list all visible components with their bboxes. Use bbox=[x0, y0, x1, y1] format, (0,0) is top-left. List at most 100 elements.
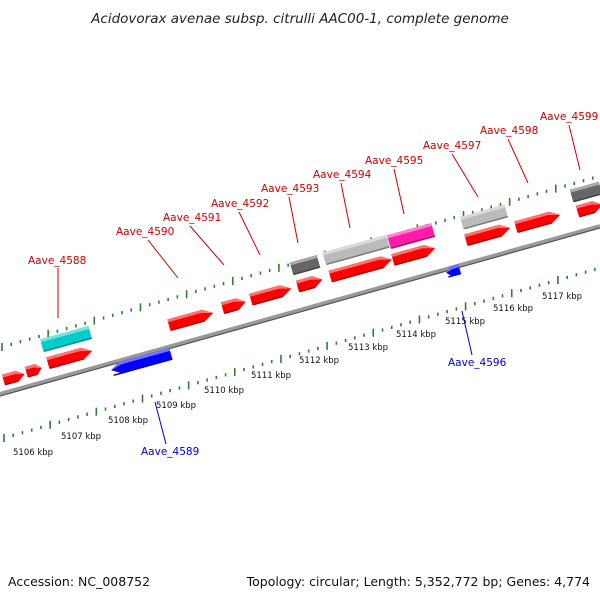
feature-box bbox=[460, 204, 508, 230]
scale-label: 5112 kbp bbox=[299, 356, 339, 366]
feature-body bbox=[460, 204, 508, 230]
gene-label-forward: Aave_4592 bbox=[211, 198, 269, 210]
feature-body bbox=[46, 347, 93, 369]
leader-line bbox=[238, 211, 261, 256]
feature-body bbox=[167, 309, 214, 331]
scale-label: 5109 kbp bbox=[156, 401, 196, 411]
feature-bevel-top bbox=[24, 364, 42, 370]
feature-bevel-top bbox=[575, 201, 600, 209]
forward-gene-arrow bbox=[24, 364, 42, 378]
feature-bevel-bottom bbox=[44, 337, 92, 352]
leader-line bbox=[461, 310, 473, 356]
feature-bevel-top bbox=[391, 245, 436, 257]
gene-label-forward: Aave_4591 bbox=[163, 212, 221, 224]
feature-body bbox=[386, 223, 436, 249]
feature-bevel-bottom bbox=[448, 272, 462, 278]
gene-labels: Aave_4588 Aave_4590 Aave_4591 Aave_4592 … bbox=[28, 111, 598, 458]
feature-bevel-top bbox=[464, 224, 511, 238]
feature-bevel-top bbox=[295, 276, 323, 284]
forward-gene-arrow bbox=[514, 211, 561, 233]
feature-bevel-top bbox=[446, 264, 460, 273]
feature-bevel-bottom bbox=[326, 246, 390, 266]
feature-bevel-bottom bbox=[293, 266, 321, 275]
genome-summary-text: Topology: circular; Length: 5,352,772 bp… bbox=[246, 574, 590, 589]
feature-bevel-top bbox=[386, 223, 433, 239]
scale-label: 5115 kbp bbox=[445, 317, 485, 327]
feature-bevel-top bbox=[328, 256, 392, 274]
scale-label: 5113 kbp bbox=[348, 343, 388, 353]
feature-body bbox=[249, 285, 292, 306]
feature-bevel-top bbox=[514, 211, 561, 225]
gene-label-forward: Aave_4595 bbox=[365, 155, 423, 167]
page-title: Acidovorax avenae subsp. citrulli AAC00-… bbox=[90, 11, 509, 27]
feature-bevel-bottom bbox=[299, 286, 316, 293]
feature-layer bbox=[1, 181, 600, 386]
feature-bevel-top bbox=[322, 234, 387, 256]
feature-bevel-bottom bbox=[224, 308, 240, 314]
leader-line bbox=[154, 401, 167, 445]
feature-bevel-bottom bbox=[468, 235, 503, 246]
leader-line bbox=[147, 239, 179, 279]
forward-gene-arrow bbox=[46, 347, 93, 369]
gene-label-reverse: Aave_4589 bbox=[141, 446, 199, 458]
forward-gene-arrow bbox=[575, 201, 600, 218]
scale-label: 5110 kbp bbox=[204, 386, 244, 396]
feature-bevel-bottom bbox=[50, 358, 85, 369]
feature-bevel-bottom bbox=[391, 235, 436, 249]
feature-bevel-bottom bbox=[113, 358, 173, 377]
feature-box bbox=[289, 254, 321, 276]
feature-bevel-bottom bbox=[464, 215, 508, 230]
leader-line bbox=[393, 168, 405, 215]
genome-track bbox=[0, 124, 600, 445]
scale-labels: 5106 kbp 5107 kbp 5108 kbp 5109 kbp 5110… bbox=[13, 292, 582, 458]
gene-label-forward: Aave_4593 bbox=[261, 183, 319, 195]
feature-bevel-bottom bbox=[579, 211, 596, 218]
leader-line bbox=[189, 225, 225, 266]
label-leader-lines bbox=[57, 124, 581, 445]
leader-line bbox=[451, 153, 479, 198]
feature-box bbox=[322, 234, 390, 266]
accession-text: Accession: NC_008752 bbox=[8, 574, 150, 589]
feature-bevel-bottom bbox=[395, 255, 428, 266]
feature-body bbox=[328, 256, 392, 283]
feature-bevel-bottom bbox=[5, 380, 19, 386]
feature-body bbox=[322, 234, 390, 266]
feature-bevel-top bbox=[111, 347, 171, 371]
feature-body bbox=[569, 181, 600, 203]
feature-body bbox=[289, 254, 321, 276]
scale-label: 5114 kbp bbox=[396, 330, 436, 340]
feature-bevel-bottom bbox=[171, 320, 206, 331]
feature-body bbox=[391, 245, 436, 266]
leader-line bbox=[340, 182, 351, 229]
feature-body bbox=[514, 211, 561, 233]
gene-label-forward: Aave_4598 bbox=[480, 125, 538, 137]
feature-bevel-top bbox=[249, 285, 292, 297]
feature-body bbox=[464, 224, 511, 246]
feature-body bbox=[40, 326, 92, 352]
forward-gene-arrow bbox=[167, 309, 214, 331]
forward-gene-arrow bbox=[295, 276, 323, 293]
forward-gene-arrow bbox=[328, 256, 392, 283]
dna-backbone bbox=[0, 224, 600, 397]
feature-bevel-bottom bbox=[28, 373, 38, 378]
scale-label: 5117 kbp bbox=[542, 292, 582, 302]
feature-bevel-bottom bbox=[573, 193, 600, 203]
feature-bevel-top bbox=[569, 181, 600, 193]
gene-label-forward: Aave_4597 bbox=[423, 140, 481, 152]
gene-label-forward: Aave_4590 bbox=[116, 226, 174, 238]
feature-bevel-top bbox=[220, 298, 246, 306]
feature-box bbox=[569, 181, 600, 203]
gene-label-forward: Aave_4588 bbox=[28, 255, 86, 267]
scale-label: 5116 kbp bbox=[493, 304, 533, 314]
gene-label-reverse: Aave_4596 bbox=[448, 357, 507, 369]
feature-box bbox=[40, 326, 92, 352]
scale-label: 5107 kbp bbox=[61, 432, 101, 442]
leader-line bbox=[507, 138, 529, 184]
lower-tick-row bbox=[3, 267, 596, 442]
scale-label: 5111 kbp bbox=[251, 371, 291, 381]
gene-label-forward: Aave_4599 bbox=[540, 111, 598, 123]
reverse-gene-arrow bbox=[446, 264, 462, 278]
reverse-gene-arrow bbox=[111, 347, 173, 377]
feature-bevel-top bbox=[167, 309, 214, 323]
leader-line bbox=[568, 124, 581, 171]
